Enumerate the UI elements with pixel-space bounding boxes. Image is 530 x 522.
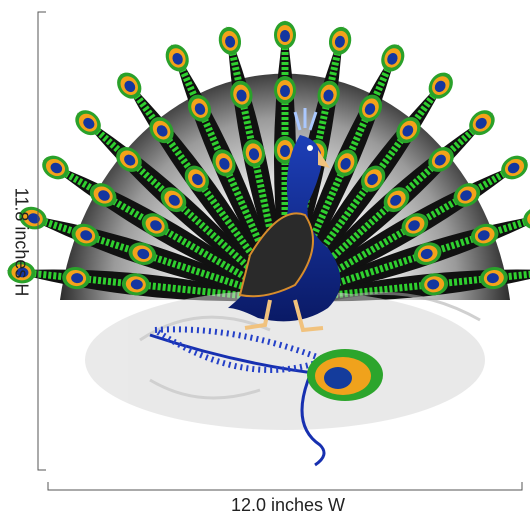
eye-blue [98, 190, 110, 201]
eye-blue [219, 158, 230, 170]
eye-blue [50, 162, 63, 174]
eye-blue [402, 125, 414, 137]
eye-blue [280, 85, 290, 97]
eye-blue [225, 35, 236, 48]
eye-blue [334, 35, 345, 48]
ghost-feathers [139, 291, 481, 400]
eye-blue [124, 80, 136, 93]
eye-blue [192, 173, 203, 186]
feather [285, 110, 495, 300]
feather-eye-inner [324, 367, 352, 389]
eye-blue [124, 154, 136, 166]
legs [244, 299, 324, 333]
reflection [85, 290, 485, 430]
eye-blue [364, 103, 376, 115]
feather [117, 72, 285, 300]
feather-curl [300, 374, 326, 467]
eye-blue [83, 117, 95, 129]
feather [285, 155, 528, 300]
width-rule [47, 482, 523, 491]
eye-blue [390, 194, 402, 206]
beak [318, 150, 330, 168]
feather [42, 155, 285, 300]
dimension-rules [37, 11, 523, 491]
eye-blue [420, 248, 433, 260]
eye-blue [16, 267, 29, 278]
eye-blue [507, 162, 520, 174]
eye-blue [168, 194, 180, 206]
feather [285, 72, 453, 300]
feather [75, 110, 285, 300]
height-label: 11.8 inches H [11, 188, 31, 297]
eye-blue [434, 80, 446, 93]
eye-blue [248, 148, 260, 161]
eye-blue [194, 103, 206, 115]
eye-blue [137, 248, 150, 260]
eye-blue [475, 117, 487, 129]
eye-blue [28, 213, 40, 224]
blue-feather [145, 326, 383, 467]
width-label: 12.0 inches W [231, 495, 345, 515]
feather [6, 261, 285, 302]
eye-blue [280, 145, 290, 157]
eye-blue [130, 279, 143, 290]
eye [307, 145, 313, 151]
feather [285, 206, 530, 300]
eye-blue [387, 52, 398, 65]
feather [18, 206, 285, 300]
eye-blue [280, 30, 290, 42]
eye-blue [460, 190, 472, 201]
peacock [228, 108, 341, 333]
feather [284, 267, 530, 302]
eye-blue [323, 89, 334, 102]
eye-blue [486, 273, 499, 284]
eye-blue [434, 154, 446, 166]
crest [293, 108, 318, 131]
eye-blue [427, 279, 440, 290]
eye-blue [156, 125, 168, 137]
height-rule [37, 11, 46, 471]
eye-blue [172, 52, 183, 65]
eye-blue [340, 158, 351, 170]
eye-blue [367, 173, 378, 186]
feather [165, 44, 285, 300]
eye-blue [236, 89, 247, 102]
eye-blue [71, 273, 84, 284]
wing [238, 212, 314, 298]
eye-blue [80, 230, 93, 241]
eye-blue [477, 230, 490, 241]
eye-blue [408, 220, 420, 231]
eye-blue [150, 220, 162, 231]
